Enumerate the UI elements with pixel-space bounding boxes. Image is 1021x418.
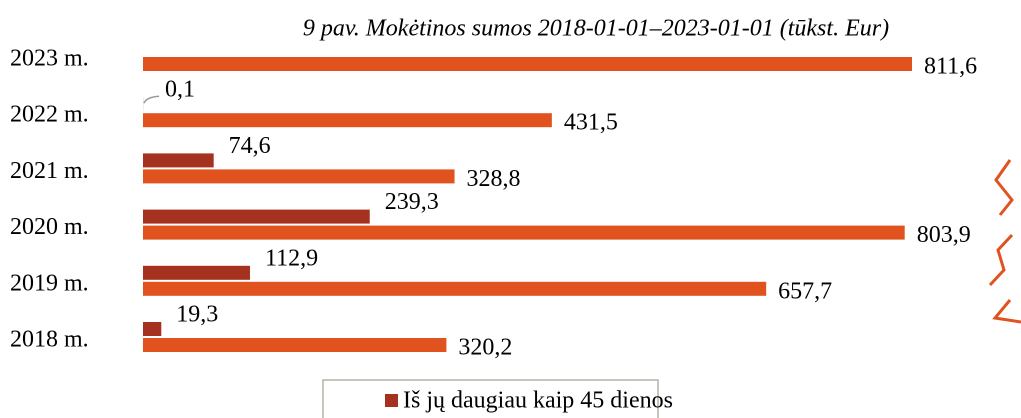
value-label: 811,6 — [924, 54, 977, 80]
bar — [143, 153, 214, 168]
category-label: 2021 m. — [10, 158, 89, 184]
category-label: 2018 m. — [10, 327, 89, 353]
value-label: 239,3 — [385, 189, 439, 215]
value-label: 74,6 — [229, 133, 271, 159]
bar — [143, 338, 447, 352]
bar — [143, 265, 250, 280]
category-label: 2019 m. — [10, 270, 89, 296]
bar — [143, 57, 912, 71]
bar — [143, 169, 455, 184]
legend-marker — [385, 394, 398, 407]
bar — [143, 281, 767, 296]
value-label: 431,5 — [564, 110, 618, 136]
bar — [143, 225, 905, 240]
bar — [143, 322, 162, 336]
value-label: 328,8 — [467, 166, 521, 192]
bar — [143, 113, 552, 128]
category-label: 2022 m. — [10, 102, 89, 128]
legend-box — [322, 379, 659, 418]
decoration — [988, 159, 1021, 324]
value-label: 803,9 — [917, 222, 971, 248]
category-label: 2020 m. — [10, 214, 89, 240]
value-label: 19,3 — [176, 302, 218, 328]
leader-line — [143, 95, 160, 104]
chart-title: 9 pav. Mokėtinos sumos 2018-01-01–2023-0… — [303, 16, 889, 42]
legend-label: Iš jų daugiau kaip 45 dienos — [403, 388, 673, 414]
bar — [143, 209, 370, 224]
value-label: 0,1 — [165, 77, 195, 103]
value-label: 657,7 — [778, 278, 832, 304]
value-label: 320,2 — [458, 335, 512, 361]
value-label: 112,9 — [265, 245, 318, 271]
category-label: 2023 m. — [10, 46, 89, 72]
